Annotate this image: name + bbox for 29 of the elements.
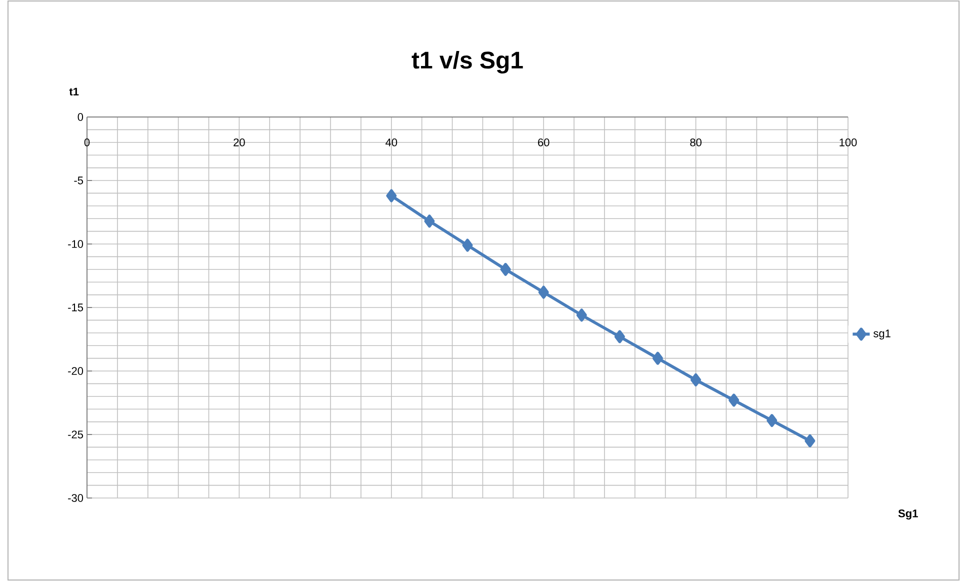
y-tick-label: -10	[68, 240, 84, 248]
point	[462, 238, 473, 252]
x-tick-label: 40	[386, 138, 398, 146]
point	[386, 189, 397, 202]
x-tick-label: 20	[234, 138, 245, 146]
x-tick-label: 0	[84, 138, 90, 146]
point	[728, 394, 740, 407]
point	[538, 286, 549, 299]
point	[690, 373, 702, 386]
x-tick-label: 80	[690, 138, 702, 146]
chart-title: t1 v/s Sg1	[412, 51, 523, 74]
x-tick-label: 60	[538, 138, 550, 146]
x-axis-title: Sg1	[898, 510, 918, 520]
point	[804, 434, 816, 448]
point	[652, 352, 664, 365]
point	[424, 214, 435, 228]
y-tick-label: -30	[68, 494, 84, 502]
point	[576, 308, 587, 322]
y-tick-label: -20	[68, 367, 84, 375]
legend-label: sg1	[874, 330, 890, 340]
y-tick-label: -5	[74, 176, 84, 184]
point	[500, 262, 511, 276]
point	[614, 330, 625, 344]
y-tick-label: -15	[68, 304, 84, 312]
point	[766, 414, 778, 428]
x-tick-label: 100	[840, 138, 857, 146]
y-tick-label: 0	[78, 113, 84, 121]
y-axis-title: t1	[69, 88, 79, 96]
y-tick-label: -25	[68, 430, 84, 438]
